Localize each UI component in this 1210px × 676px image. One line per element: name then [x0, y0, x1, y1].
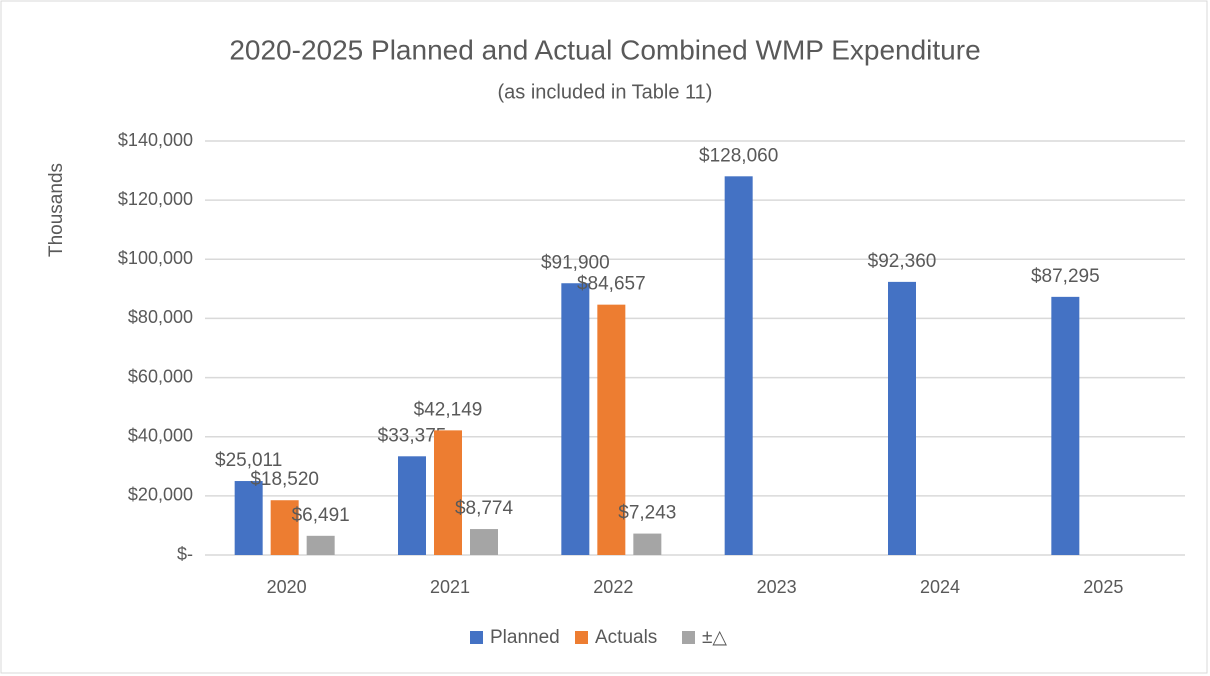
bar — [470, 529, 498, 555]
bar — [306, 535, 335, 555]
legend-label: ±△ — [702, 627, 727, 648]
x-tick-label: 2021 — [430, 577, 470, 597]
y-tick-label: $100,000 — [118, 248, 193, 268]
x-tick-label: 2025 — [1083, 577, 1123, 597]
bar — [234, 481, 263, 555]
data-label: $18,520 — [250, 469, 319, 490]
x-tick-label: 2020 — [267, 577, 307, 597]
data-label: $128,060 — [699, 145, 778, 166]
bar — [1051, 296, 1080, 555]
bar — [633, 533, 662, 555]
bar — [597, 304, 626, 555]
chart-subtitle: (as included in Table 11) — [498, 81, 713, 103]
data-label: $8,774 — [455, 498, 514, 519]
data-label: $84,657 — [577, 274, 646, 295]
data-label: $7,243 — [618, 503, 676, 524]
bar — [888, 281, 916, 555]
y-tick-label: $80,000 — [128, 307, 193, 327]
y-tick-label: $140,000 — [118, 130, 193, 150]
y-tick-label: $- — [177, 544, 193, 564]
x-tick-label: 2022 — [593, 577, 633, 597]
data-label: $91,900 — [541, 252, 610, 273]
x-tick-label: 2023 — [757, 577, 797, 597]
bar — [398, 456, 426, 555]
y-tick-label: $20,000 — [128, 485, 193, 505]
data-label: $42,149 — [414, 399, 483, 420]
x-tick-label: 2024 — [920, 577, 960, 597]
legend-label: Actuals — [595, 627, 657, 648]
bar — [434, 430, 462, 555]
legend-swatch — [682, 631, 695, 644]
y-tick-label: $60,000 — [128, 366, 193, 386]
bar — [724, 176, 753, 555]
legend-swatch — [575, 631, 588, 644]
data-label: $92,360 — [868, 251, 937, 272]
chart-title: 2020-2025 Planned and Actual Combined WM… — [229, 34, 980, 65]
legend-swatch — [470, 631, 483, 644]
legend-label: Planned — [490, 627, 560, 648]
data-label: $6,491 — [292, 505, 350, 526]
data-label: $87,295 — [1031, 266, 1100, 287]
bar — [561, 283, 590, 555]
y-axis-label: Thousands — [46, 163, 67, 257]
y-tick-label: $120,000 — [118, 189, 193, 209]
bar — [270, 500, 299, 555]
y-tick-label: $40,000 — [128, 425, 193, 445]
data-label: $25,011 — [215, 450, 282, 471]
data-label: $33,375 — [378, 425, 447, 446]
